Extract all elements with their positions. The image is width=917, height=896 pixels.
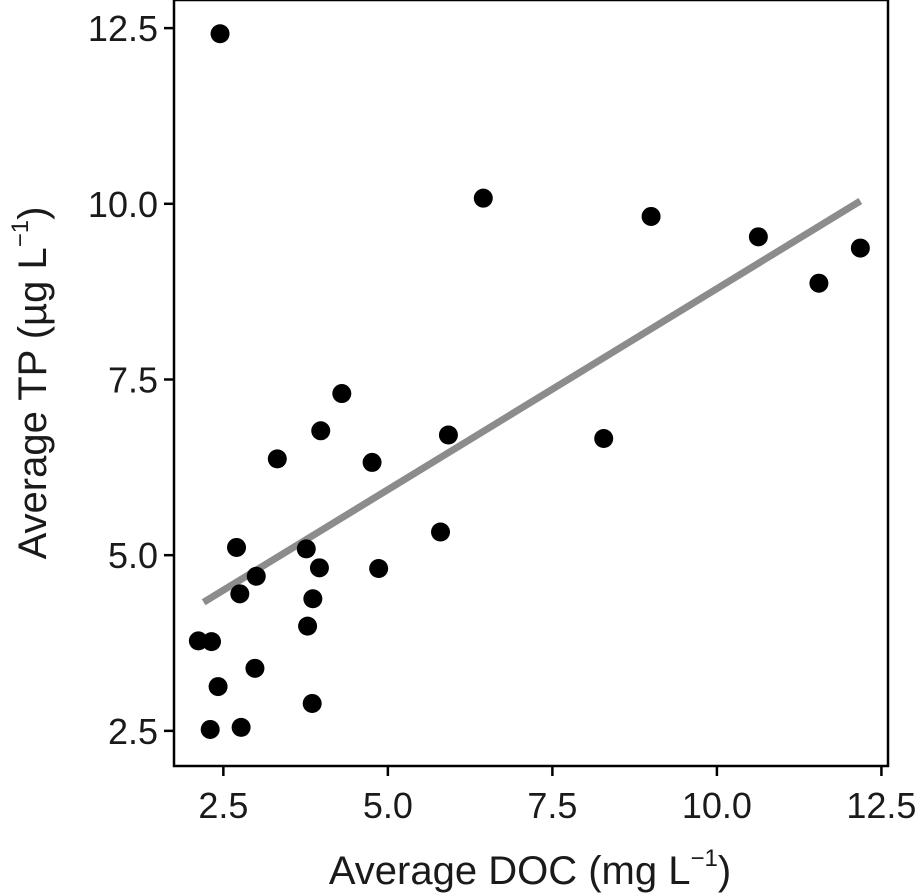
data-point [230,584,250,604]
data-point [641,206,661,226]
y-axis-title-close: ) [11,207,55,220]
data-point [850,238,870,258]
data-point [302,693,322,713]
y-axis-title-superscript: −1 [7,220,34,247]
y-tick-label: 10.0 [88,184,158,225]
data-point [438,425,458,445]
data-point [748,227,768,247]
data-point [208,677,228,697]
data-point [309,558,329,578]
y-axis-title-main: Average TP (µg L [11,247,55,559]
x-axis-title-close: ) [718,849,731,893]
data-point [594,429,614,449]
data-point [200,719,220,739]
x-tick-label: 2.5 [198,785,248,826]
trend-line [201,198,863,606]
y-axis-ticks: 2.5 5.0 7.5 10.0 12.5 [88,8,174,752]
x-tick-label: 10.0 [682,785,752,826]
data-point [431,522,451,542]
data-point [332,384,352,404]
data-point [296,539,316,559]
data-point [267,449,287,469]
data-point [362,452,382,472]
data-point [202,632,222,652]
data-point [303,589,323,609]
data-point [311,421,331,441]
data-point [227,537,247,557]
data-point [210,24,230,44]
x-tick-label: 7.5 [527,785,577,826]
y-tick-label: 5.0 [108,535,158,576]
data-point [231,717,251,737]
x-axis-title-main: Average DOC (mg L [329,849,691,893]
y-tick-label: 7.5 [108,359,158,400]
y-axis-title: Average TP (µg L−1) [7,207,55,560]
data-point [473,188,493,208]
data-point [369,559,389,579]
x-axis-title-superscript: −1 [690,845,717,872]
y-tick-label: 2.5 [108,711,158,752]
data-point [245,658,265,678]
x-tick-label: 5.0 [363,785,413,826]
y-tick-label: 12.5 [88,8,158,49]
data-points [188,24,870,739]
x-axis-title: Average DOC (mg L−1) [329,845,731,893]
data-point [298,616,318,636]
x-axis-ticks: 2.5 5.0 7.5 10.0 12.5 [198,766,916,826]
data-point [246,566,266,586]
x-tick-label: 12.5 [846,785,916,826]
plot-frame [172,0,890,768]
data-point [809,273,829,293]
